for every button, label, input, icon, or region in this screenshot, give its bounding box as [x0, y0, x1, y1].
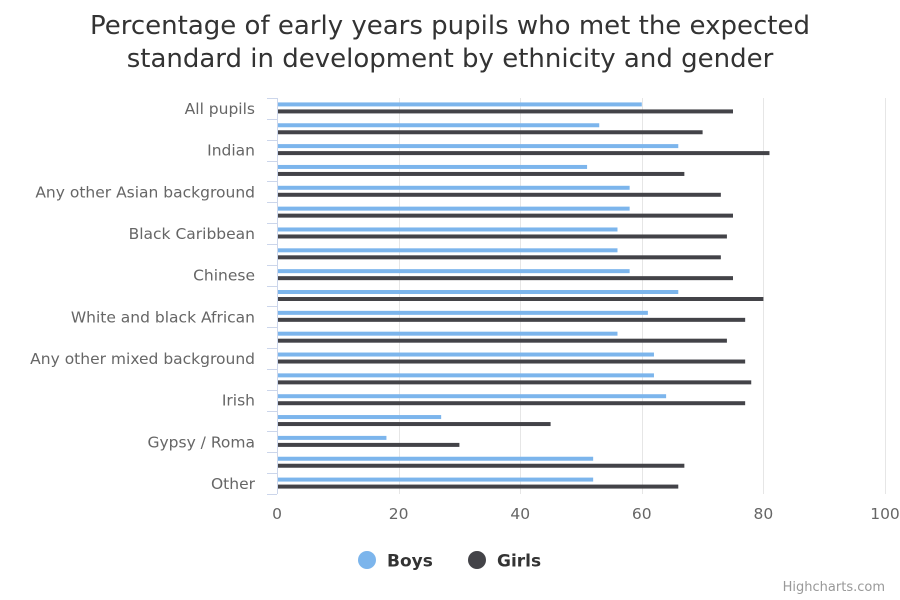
boys-bar[interactable]: [278, 373, 654, 378]
girls-bar[interactable]: [278, 213, 733, 218]
boys-bar[interactable]: [278, 185, 630, 190]
chart-title-line-1: Percentage of early years pupils who met…: [90, 11, 810, 41]
girls-bar[interactable]: [278, 380, 752, 385]
x-tick-label: 20: [389, 505, 409, 523]
girls-bar[interactable]: [278, 255, 721, 260]
legend-marker: [358, 551, 376, 569]
boys-bar[interactable]: [278, 102, 642, 107]
girls-bar[interactable]: [278, 297, 764, 301]
girls-bar[interactable]: [278, 359, 746, 364]
girls-bar[interactable]: [278, 317, 746, 322]
boys-bar[interactable]: [278, 248, 618, 253]
bars: [278, 102, 770, 489]
grid-lines: [399, 98, 886, 494]
girls-bar[interactable]: [278, 442, 460, 447]
girls-bar[interactable]: [278, 422, 551, 427]
girls-bar[interactable]: [278, 276, 733, 281]
girls-bar[interactable]: [278, 484, 679, 489]
credits-link[interactable]: Highcharts.com: [782, 580, 885, 595]
girls-bar[interactable]: [278, 109, 733, 114]
category-label: Chinese: [193, 267, 255, 285]
x-tick-label: 100: [870, 505, 900, 523]
boys-bar[interactable]: [278, 310, 648, 315]
boys-bar[interactable]: [278, 435, 387, 440]
category-label: Irish: [222, 392, 255, 410]
x-tick-label: 60: [632, 505, 652, 523]
girls-bar[interactable]: [278, 463, 685, 468]
legend-label: Girls: [497, 552, 541, 572]
category-label: Other: [211, 475, 256, 493]
boys-bar[interactable]: [278, 144, 679, 149]
legend-item-boys[interactable]: Boys: [358, 551, 433, 572]
boys-bar[interactable]: [278, 164, 588, 169]
x-tick-label: 80: [754, 505, 774, 523]
boys-bar[interactable]: [278, 206, 630, 211]
boys-bar[interactable]: [278, 290, 679, 294]
category-label: White and black African: [71, 308, 255, 326]
boys-bar[interactable]: [278, 227, 618, 232]
girls-bar[interactable]: [278, 192, 721, 197]
legend-marker: [468, 551, 486, 569]
boys-bar[interactable]: [278, 123, 600, 128]
category-label: Any other mixed background: [30, 350, 255, 368]
girls-bar[interactable]: [278, 401, 746, 406]
girls-bar[interactable]: [278, 338, 727, 343]
category-label: Gypsy / Roma: [147, 433, 255, 451]
boys-bar[interactable]: [278, 456, 594, 461]
boys-bar[interactable]: [278, 352, 654, 357]
chart-title-line-2: standard in development by ethnicity and…: [126, 44, 774, 74]
legend-item-girls[interactable]: Girls: [468, 551, 541, 572]
category-label: All pupils: [185, 100, 255, 118]
boys-bar[interactable]: [278, 331, 618, 336]
boys-bar[interactable]: [278, 477, 594, 482]
boys-bar[interactable]: [278, 415, 442, 420]
boys-bar[interactable]: [278, 269, 630, 274]
girls-bar[interactable]: [278, 151, 770, 156]
axes: 0 20 40 60 80 100 All pupils Indian Any other As…: [30, 98, 900, 523]
girls-bar[interactable]: [278, 130, 703, 135]
x-tick-label: 0: [272, 505, 282, 523]
legend-label: Boys: [387, 552, 433, 572]
x-tick-label: 40: [510, 505, 530, 523]
girls-bar[interactable]: [278, 234, 727, 239]
legend[interactable]: Boys Girls: [358, 551, 541, 572]
boys-bar[interactable]: [278, 394, 667, 399]
category-label: Any other Asian background: [35, 183, 255, 201]
category-label: Black Caribbean: [129, 225, 255, 243]
girls-bar[interactable]: [278, 171, 685, 176]
chart-title: Percentage of early years pupils who met…: [0, 10, 900, 76]
category-label: Indian: [207, 142, 255, 160]
